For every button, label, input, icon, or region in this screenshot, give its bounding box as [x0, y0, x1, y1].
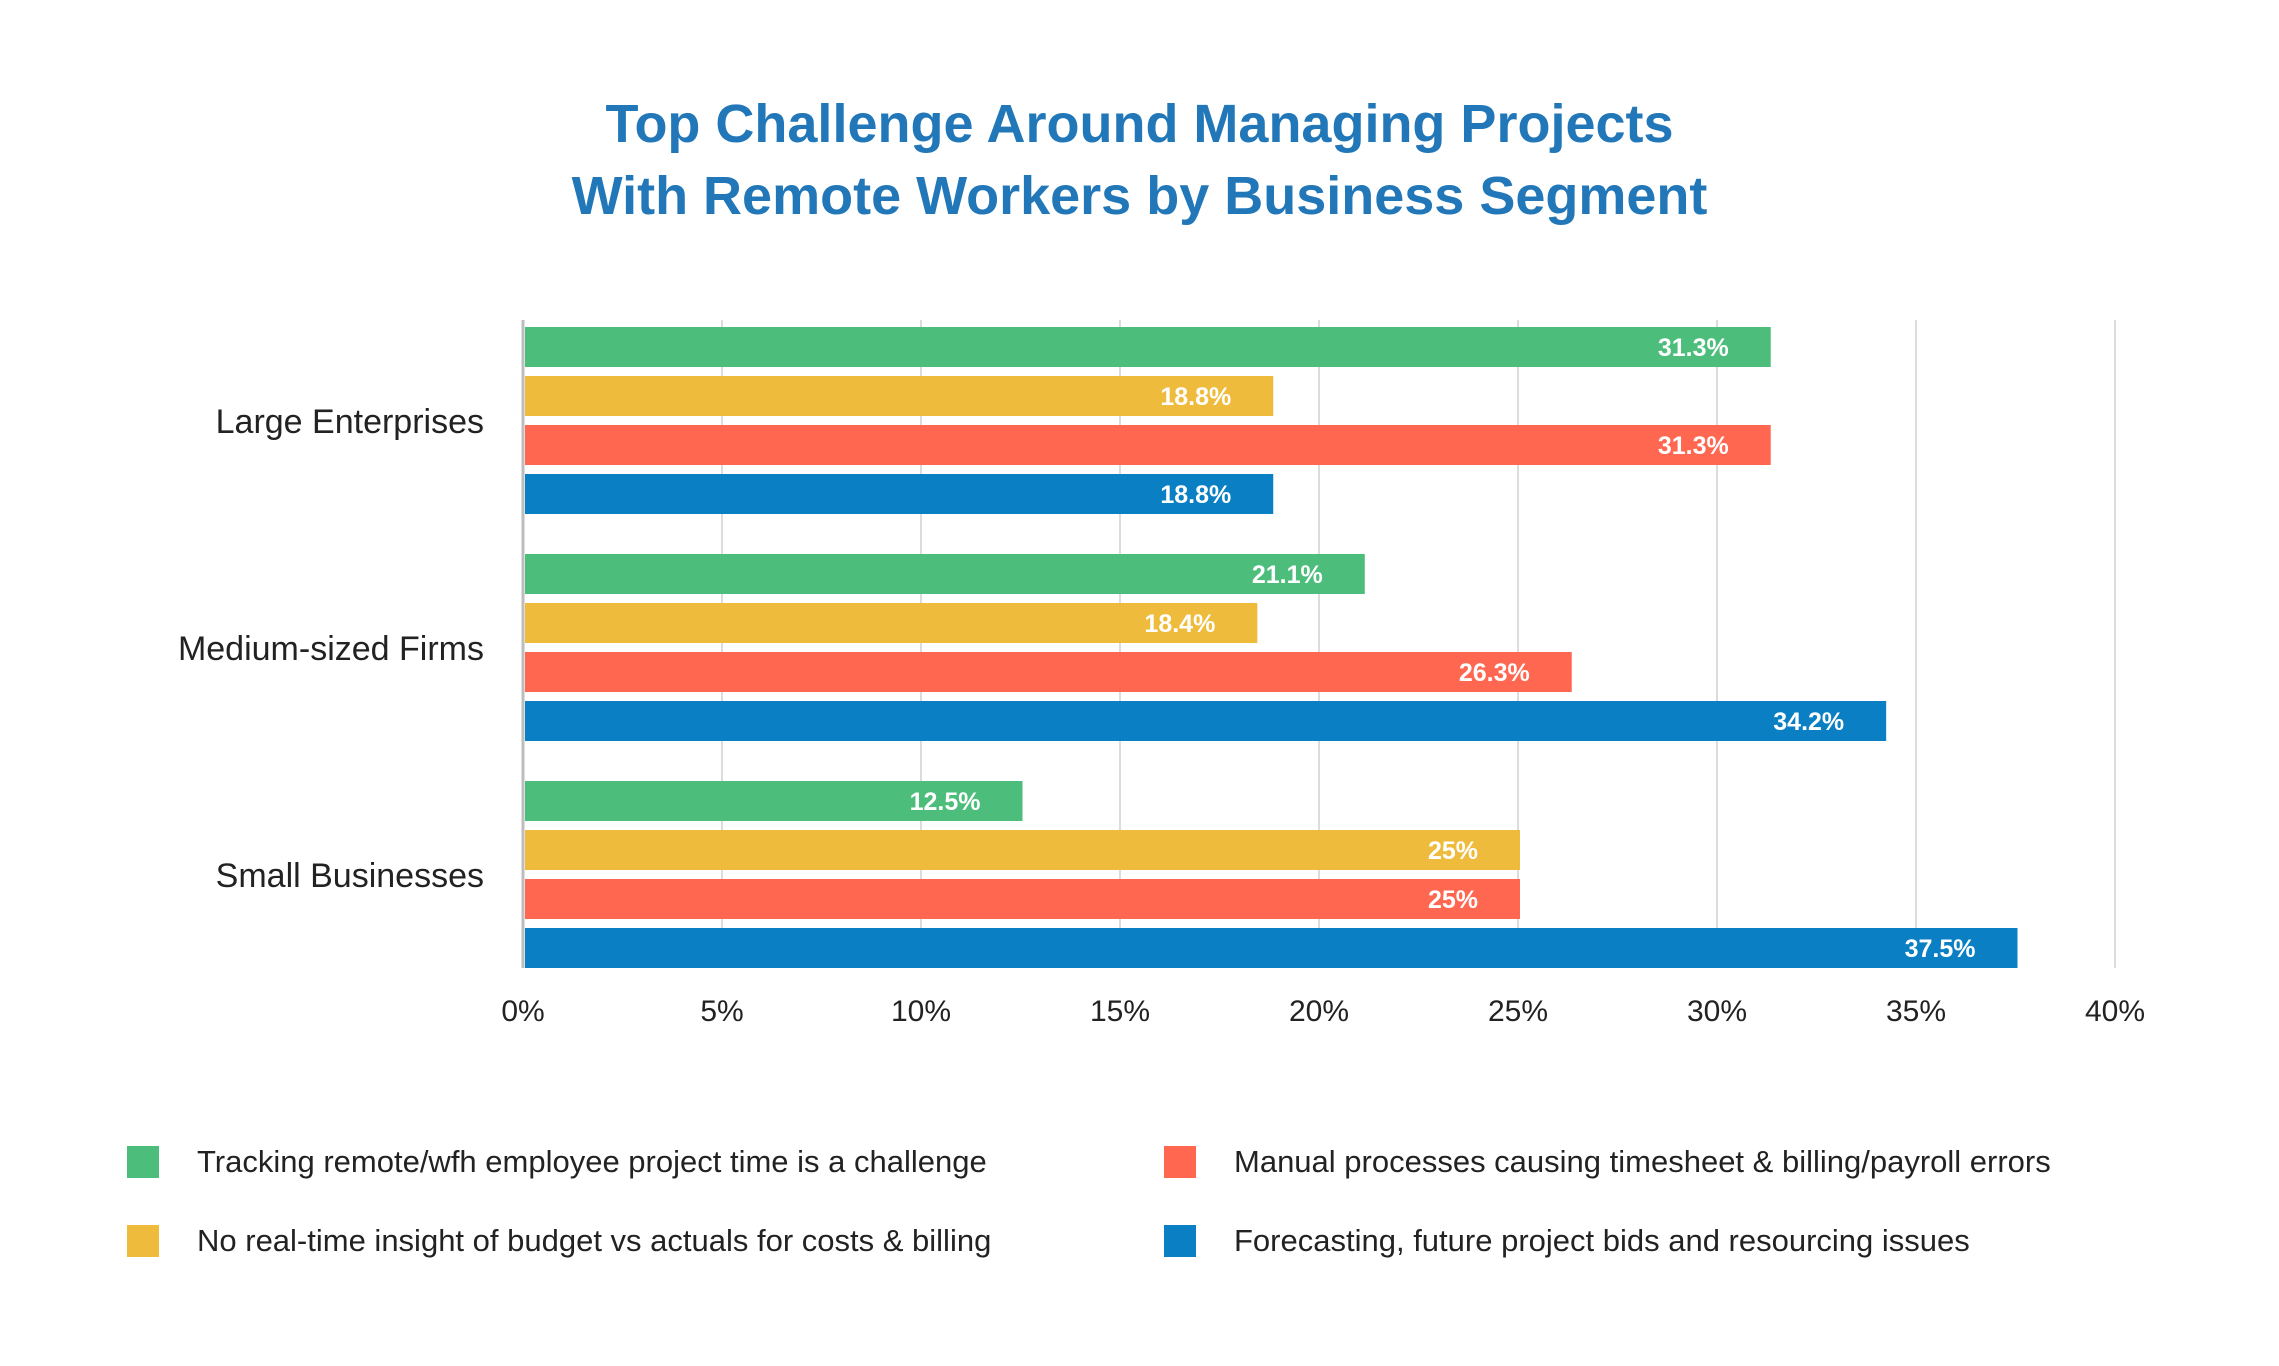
- bar: [525, 376, 1274, 416]
- bar-value-label: 31.3%: [1658, 334, 1729, 362]
- bar: [525, 425, 1771, 465]
- category-label: Large Enterprises: [216, 403, 484, 441]
- x-tick-label: 25%: [1488, 995, 1548, 1028]
- category-label: Small Businesses: [216, 857, 484, 895]
- x-tick-label: 35%: [1886, 995, 1946, 1028]
- bar-value-label: 25%: [1428, 837, 1478, 865]
- bar-value-label: 31.3%: [1658, 432, 1729, 460]
- bar-value-label: 12.5%: [910, 788, 981, 816]
- x-tick-label: 30%: [1687, 995, 1747, 1028]
- bar: [525, 652, 1572, 692]
- category-label: Medium-sized Firms: [178, 630, 484, 668]
- bar: [525, 554, 1365, 594]
- x-tick-label: 10%: [891, 995, 951, 1028]
- bar-value-label: 26.3%: [1459, 659, 1530, 687]
- x-tick-label: 15%: [1090, 995, 1150, 1028]
- bar: [525, 830, 1520, 870]
- bar-value-label: 34.2%: [1773, 708, 1844, 736]
- bar-value-label: 25%: [1428, 886, 1478, 914]
- bar: [525, 327, 1771, 367]
- bar: [525, 928, 2018, 968]
- bar-value-label: 18.4%: [1144, 610, 1215, 638]
- chart-title: Top Challenge Around Managing Projects W…: [0, 88, 2279, 232]
- x-tick-label: 20%: [1289, 995, 1349, 1028]
- x-tick-label: 0%: [501, 995, 544, 1028]
- bar-value-label: 18.8%: [1160, 383, 1231, 411]
- bar-value-label: 18.8%: [1160, 481, 1231, 509]
- x-tick-label: 40%: [2085, 995, 2145, 1028]
- bar-value-label: 37.5%: [1905, 935, 1976, 963]
- bar: [525, 781, 1023, 821]
- x-tick-label: 5%: [700, 995, 743, 1028]
- chart-title-line-2: With Remote Workers by Business Segment: [571, 166, 1708, 226]
- bar: [525, 879, 1520, 919]
- bar: [525, 603, 1258, 643]
- bar: [525, 701, 1887, 741]
- bar-value-label: 21.1%: [1252, 561, 1323, 589]
- bar: [525, 474, 1274, 514]
- chart-title-line-1: Top Challenge Around Managing Projects: [605, 94, 1674, 154]
